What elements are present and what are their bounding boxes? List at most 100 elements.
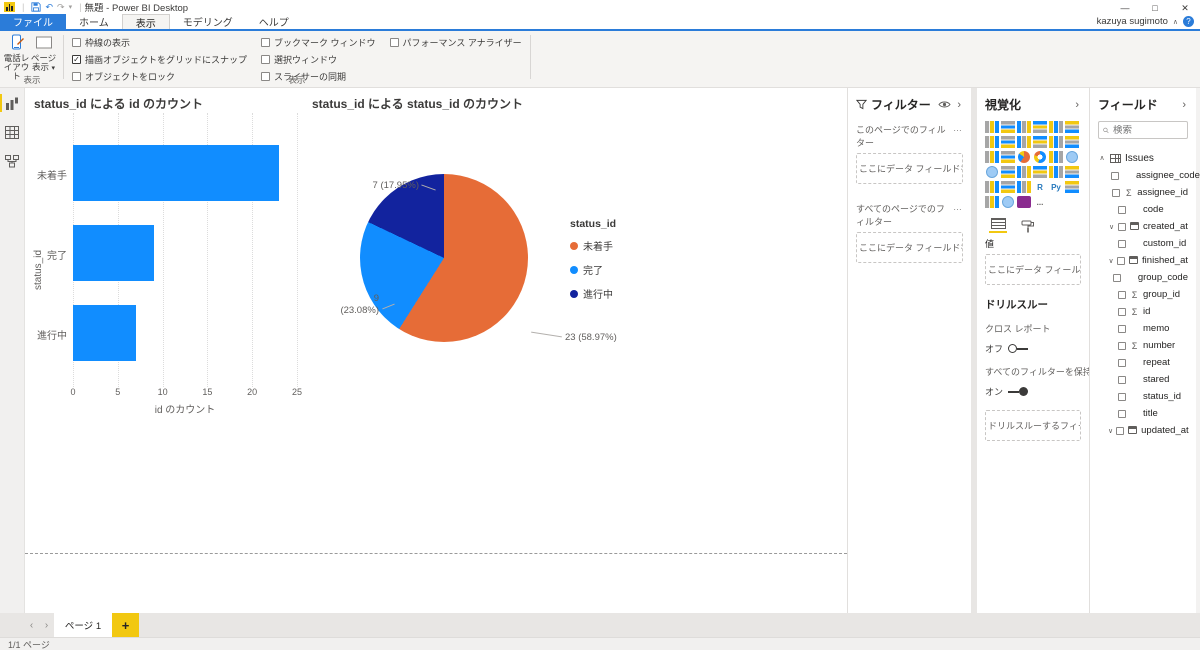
page-view-button[interactable]: ページ表示 ▾ — [30, 31, 57, 81]
field-row-updated_at[interactable]: ∨ updated_at — [1098, 422, 1189, 439]
visual-icon-ribbon-chart[interactable] — [1065, 136, 1079, 148]
add-page-button[interactable]: + — [112, 613, 139, 637]
pie-chart-visual[interactable]: status_id による status_id のカウント 7 (17.95%)… — [305, 90, 667, 393]
tab-file[interactable]: ファイル — [0, 14, 66, 29]
maximize-button[interactable]: □ — [1152, 3, 1158, 13]
field-row-assignee_code[interactable]: assignee_code — [1098, 167, 1200, 184]
visual-icon-stacked-area-chart[interactable] — [1017, 136, 1031, 148]
visual-icon-table[interactable] — [1001, 181, 1015, 193]
visual-icon-line-chart[interactable] — [985, 136, 999, 148]
visual-icon-stacked-bar-chart[interactable] — [985, 121, 999, 133]
visual-icon-treemap[interactable] — [1049, 151, 1063, 163]
field-name[interactable]: title — [1143, 408, 1158, 419]
field-checkbox[interactable] — [1118, 239, 1126, 248]
field-name[interactable]: repeat — [1143, 357, 1170, 368]
field-name[interactable]: number — [1143, 340, 1176, 351]
field-row-custom_id[interactable]: custom_id — [1098, 235, 1188, 252]
visual-icon-r-script-visual[interactable]: R — [1037, 182, 1043, 192]
visual-icon-area-chart[interactable] — [1001, 136, 1015, 148]
legend-item-未着手[interactable]: 未着手 — [570, 238, 616, 253]
collapse-pane-icon[interactable]: › — [957, 98, 961, 111]
checkbox-unchecked-icon[interactable] — [389, 38, 399, 47]
next-page-arrow[interactable]: › — [44, 619, 49, 631]
visual-icon-map[interactable] — [1066, 151, 1078, 163]
visual-icon-python-visual[interactable]: Py — [1051, 182, 1061, 192]
field-row-memo[interactable]: memo — [1098, 320, 1188, 337]
signed-in-user[interactable]: kazuya sugimoto — [1096, 16, 1168, 27]
page-tab-1[interactable]: ページ 1 — [54, 613, 112, 637]
legend-item-完了[interactable]: 完了 — [570, 262, 616, 277]
field-checkbox[interactable] — [1118, 307, 1126, 316]
minimize-button[interactable]: — — [1120, 3, 1130, 13]
field-checkbox[interactable] — [1118, 358, 1126, 367]
field-checkbox[interactable] — [1118, 392, 1126, 401]
visual-icon-arcgis-map[interactable] — [1002, 196, 1014, 208]
field-checkbox[interactable] — [1118, 205, 1126, 214]
visual-icon-scatter-chart[interactable] — [1001, 151, 1015, 163]
cross-report-toggle[interactable] — [1008, 344, 1029, 353]
close-button[interactable]: ✕ — [1181, 2, 1189, 13]
field-checkbox[interactable] — [1117, 256, 1126, 265]
visual-icon-multi-row-card[interactable] — [1049, 166, 1063, 178]
field-checkbox[interactable] — [1118, 375, 1126, 384]
field-name[interactable]: stared — [1143, 374, 1170, 385]
visual-icon-kpi[interactable] — [1065, 166, 1079, 178]
visual-icon-stacked-column-chart[interactable] — [1001, 121, 1015, 133]
field-name[interactable]: custom_id — [1143, 238, 1187, 249]
ribbon-checkbox-option[interactable]: スライサーの同期 — [261, 70, 376, 83]
redo-icon[interactable]: ↷ — [57, 1, 65, 12]
visual-icon-donut-chart[interactable] — [1034, 151, 1046, 163]
checkbox-unchecked-icon[interactable] — [261, 38, 271, 47]
qat-customize-caret-icon[interactable]: ▾ — [68, 4, 73, 11]
ribbon-checkbox-option[interactable]: ブックマーク ウィンドウ — [261, 36, 376, 49]
ribbon-checkbox-option[interactable]: 枠線の表示 — [72, 36, 247, 49]
visual-icon-clustered-bar-chart[interactable] — [1017, 121, 1031, 133]
visual-icon-waterfall-chart[interactable] — [985, 151, 999, 163]
field-checkbox[interactable] — [1118, 324, 1126, 333]
checkbox-unchecked-icon[interactable] — [261, 72, 271, 81]
ribbon-checkbox-option[interactable]: パフォーマンス アナライザー — [389, 36, 522, 49]
field-checkbox[interactable] — [1111, 171, 1119, 180]
checkbox-unchecked-icon[interactable] — [72, 72, 81, 81]
field-checkbox[interactable] — [1118, 341, 1126, 350]
table-issues-row[interactable]: ∧ Issues — [1098, 149, 1188, 167]
field-checkbox[interactable] — [1118, 290, 1126, 299]
phone-layout-button[interactable]: 電話レイアウト — [3, 31, 30, 81]
filters-dropzone-all-pages[interactable]: ここにデータ フィールドを追加し... — [856, 232, 963, 263]
field-row-stared[interactable]: stared — [1098, 371, 1188, 388]
visual-icon-line-and-stacked-column-chart[interactable] — [1033, 136, 1047, 148]
field-checkbox[interactable] — [1118, 409, 1126, 418]
collapse-pane-icon[interactable]: › — [1182, 98, 1186, 111]
field-name[interactable]: assignee_id — [1137, 187, 1188, 198]
previous-page-arrow[interactable]: ‹ — [29, 619, 34, 631]
ribbon-checkbox-option[interactable]: ✓ 描画オブジェクトをグリッドにスナップ — [72, 53, 247, 66]
fields-bucket-tab[interactable] — [989, 218, 1007, 233]
visual-icon-100-stacked-column-chart[interactable] — [1065, 121, 1079, 133]
visual-icon-slicer[interactable] — [985, 181, 999, 193]
visual-icon-line-and-clustered-column-chart[interactable] — [1049, 136, 1063, 148]
tab-help[interactable]: ヘルプ — [258, 18, 289, 29]
visual-icon-filled-map[interactable] — [986, 166, 998, 178]
field-name[interactable]: updated_at — [1141, 425, 1189, 436]
visual-icon-matrix[interactable] — [1017, 181, 1031, 193]
visual-icon-pie-chart[interactable] — [1018, 151, 1030, 163]
visual-icon-100-stacked-bar-chart[interactable] — [1049, 121, 1063, 133]
field-name[interactable]: group_code — [1137, 272, 1188, 283]
visual-icon-clustered-column-chart[interactable] — [1033, 121, 1047, 133]
expand-hierarchy-icon[interactable]: ∨ — [1108, 427, 1114, 435]
field-name[interactable]: assignee_code — [1136, 170, 1200, 181]
eye-icon[interactable] — [938, 100, 951, 109]
more-options-icon[interactable]: … — [953, 123, 963, 133]
field-row-group_code[interactable]: group_code — [1098, 269, 1188, 286]
collapse-pane-icon[interactable]: › — [1075, 98, 1079, 111]
visual-icon-power-apps-visual[interactable] — [1017, 196, 1031, 208]
bar-chart-visual[interactable]: status_id による id のカウント status_id 0 5 10 15 2… — [27, 90, 305, 425]
field-row-title[interactable]: title — [1098, 405, 1188, 422]
legend-item-進行中[interactable]: 進行中 — [570, 286, 616, 301]
format-tab[interactable] — [1021, 220, 1035, 233]
field-row-code[interactable]: code — [1098, 201, 1188, 218]
field-name[interactable]: status_id — [1143, 391, 1182, 402]
